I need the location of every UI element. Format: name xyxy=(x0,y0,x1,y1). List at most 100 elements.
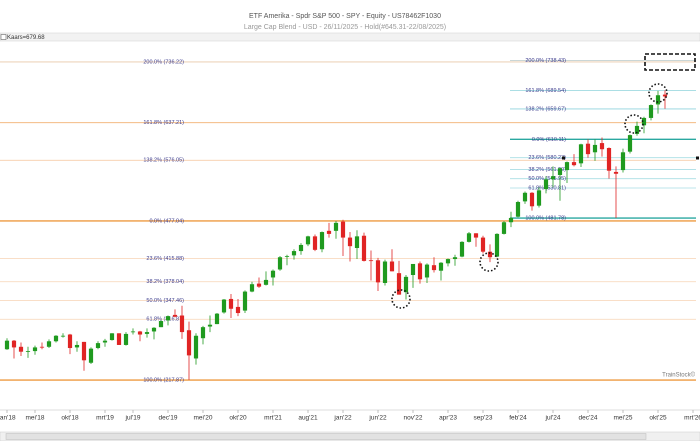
x-tick-label: aug'21 xyxy=(298,415,318,422)
candle-body xyxy=(249,284,255,292)
x-tick-label: jul'19 xyxy=(125,415,141,422)
candle-body xyxy=(354,236,360,249)
x-axis-labels: jan'18 mei'18 okt'18 mrt'19 jul'19 dec'19 mei'… xyxy=(0,410,700,422)
candle-body xyxy=(417,263,423,280)
annotation-circle xyxy=(648,83,668,103)
candle-body xyxy=(466,233,472,242)
x-tick-label: sep'23 xyxy=(474,415,493,422)
candle-body xyxy=(501,222,507,234)
x-tick-label: mrt'21 xyxy=(264,415,282,422)
x-tick-label: mei'18 xyxy=(26,415,45,422)
fib-level-label: 61.8% (316.87) xyxy=(146,317,184,323)
candle-body xyxy=(613,171,619,174)
candle-body xyxy=(256,283,262,287)
candle-body xyxy=(214,313,220,325)
candle-body xyxy=(389,261,395,272)
candle-body xyxy=(263,279,269,285)
candle-body xyxy=(494,233,500,257)
candle-body xyxy=(438,262,444,271)
candle-body xyxy=(655,95,661,105)
fib-level-label: 138.2% (576.05) xyxy=(143,158,184,164)
legend-icon[interactable] xyxy=(0,34,7,40)
candle-body xyxy=(53,335,59,342)
candle-body xyxy=(4,340,10,350)
candle-body xyxy=(109,333,115,341)
annotations xyxy=(391,53,699,309)
candle-body xyxy=(326,230,332,234)
chart-title: ETF Amerika - Spdr S&P 500 - SPY - Equit… xyxy=(249,13,441,20)
candle-body xyxy=(144,332,150,334)
candle-body xyxy=(599,143,605,150)
candle-body xyxy=(18,346,24,352)
candle-body xyxy=(606,147,612,171)
candle-body xyxy=(375,260,381,283)
x-tick-label: jan'18 xyxy=(0,415,16,422)
candle-body xyxy=(571,162,577,166)
candle-body xyxy=(165,316,171,321)
candle-body xyxy=(60,335,66,337)
candle-body xyxy=(305,236,311,245)
fib-level-label: 38.2% (378.04) xyxy=(146,279,184,285)
candle-body xyxy=(32,347,38,352)
candle-body xyxy=(452,257,458,260)
candle-body xyxy=(410,263,416,276)
candle-body xyxy=(319,232,325,250)
candle-body xyxy=(95,343,101,349)
candle-body xyxy=(298,244,304,252)
candle-body xyxy=(473,233,479,238)
candle-body xyxy=(536,190,542,206)
candle-body xyxy=(403,276,409,293)
candle-body xyxy=(445,259,451,264)
candle-body xyxy=(88,348,94,363)
scrollbar-thumb[interactable] xyxy=(5,433,647,440)
candle-body xyxy=(396,273,402,295)
candle-body xyxy=(480,237,486,252)
candle-body xyxy=(193,335,199,359)
candle-body xyxy=(172,314,178,317)
fib-levels: 200.0% (736.22) 161.8% (637.21) 138.2% (57… xyxy=(0,58,696,383)
fib-level-label: 200.0% (736.22) xyxy=(143,59,184,65)
candle-body xyxy=(592,144,598,153)
fib-level-label: 23.6% (415.88) xyxy=(146,256,184,262)
candle-body xyxy=(116,333,122,345)
annotation-circle xyxy=(479,252,499,272)
candle-body xyxy=(186,330,192,356)
candle-body xyxy=(340,221,346,238)
candle-body xyxy=(235,306,241,314)
candle-body xyxy=(557,168,563,175)
candle-body xyxy=(291,251,297,256)
fib-level-label: 0.0% (477.04) xyxy=(149,218,184,224)
candle-body xyxy=(123,333,129,345)
x-tick-label: okt'18 xyxy=(61,415,79,422)
candle-body xyxy=(368,260,374,262)
candle-body xyxy=(151,327,157,332)
candle-body xyxy=(207,324,213,327)
x-tick-label: mei'25 xyxy=(614,415,633,422)
candle-body xyxy=(361,235,367,261)
candle-body xyxy=(648,105,654,118)
candle-body xyxy=(46,341,52,347)
candle-body xyxy=(81,341,87,361)
legend-label: Kaars=679.68 xyxy=(7,35,45,41)
candle-body xyxy=(620,152,626,171)
x-tick-label: jun'22 xyxy=(368,415,387,422)
candle-body xyxy=(228,298,234,309)
annotation-circle xyxy=(391,289,411,309)
x-tick-label: mrt'19 xyxy=(96,415,114,422)
candle-body xyxy=(522,192,528,202)
candle-body xyxy=(347,237,353,247)
candle-body xyxy=(578,144,584,164)
watermark: TrainStock© xyxy=(662,372,695,379)
candle-body xyxy=(11,340,17,348)
candle-body xyxy=(25,351,31,352)
x-tick-label: nov'22 xyxy=(404,415,423,422)
candle-body xyxy=(627,135,633,152)
candle-body xyxy=(641,117,647,126)
x-tick-label: feb'24 xyxy=(509,415,527,422)
candle-body xyxy=(158,321,164,328)
x-tick-label: okt'20 xyxy=(229,415,247,422)
candle-body xyxy=(431,265,437,271)
candle-body xyxy=(221,299,227,313)
fib-level-label: 38.2% (561.09) xyxy=(528,167,566,173)
